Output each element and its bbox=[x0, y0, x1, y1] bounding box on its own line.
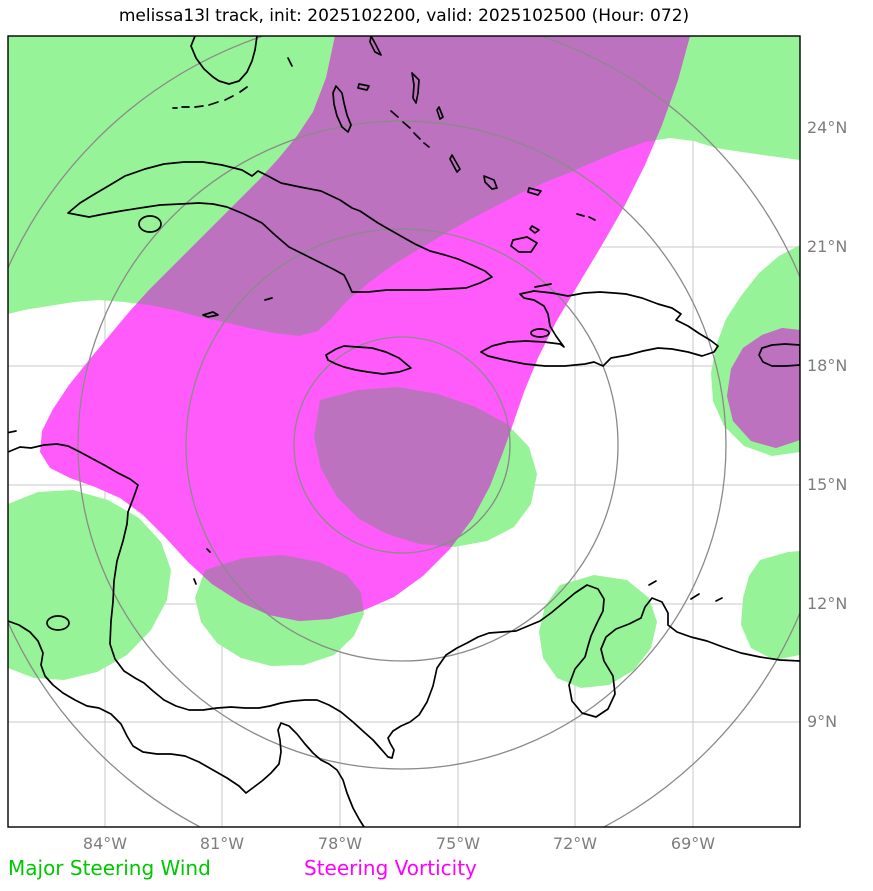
lon-tick-label: 72°W bbox=[552, 834, 598, 853]
turks-and-caicos bbox=[576, 213, 596, 221]
legend-steering-vorticity: Steering Vorticity bbox=[304, 856, 477, 880]
lat-tick-label: 9°N bbox=[807, 712, 838, 731]
pacific-coast-central-america bbox=[8, 620, 365, 827]
figure-title: melissa13l track, init: 2025102200, vali… bbox=[118, 6, 690, 26]
coastline-hispaniola bbox=[480, 290, 719, 367]
island-crooked-acklins bbox=[483, 175, 498, 190]
coastline-florida bbox=[190, 36, 258, 85]
island-long bbox=[449, 154, 461, 173]
island-bimini bbox=[287, 57, 293, 67]
island-eleuthera bbox=[411, 72, 420, 104]
island-new-providence bbox=[357, 83, 370, 91]
coastline-puerto-rico bbox=[758, 343, 800, 367]
lon-tick-label: 81°W bbox=[199, 834, 245, 853]
isla-de-la-juventud bbox=[138, 215, 162, 233]
lon-tick-label: 69°W bbox=[670, 834, 716, 853]
island-cat bbox=[436, 106, 444, 120]
legend-steering-wind: Major Steering Wind bbox=[8, 856, 211, 880]
island-san-andres bbox=[193, 578, 197, 585]
island-mayaguana bbox=[527, 187, 542, 196]
island-gonave bbox=[530, 328, 550, 338]
lat-tick-label: 21°N bbox=[807, 237, 848, 256]
range-rings bbox=[8, 36, 800, 827]
island-great-inagua bbox=[510, 236, 538, 253]
island-abaco bbox=[369, 36, 382, 56]
exuma-cays bbox=[390, 110, 430, 148]
lon-tick-label: 78°W bbox=[317, 834, 363, 853]
lat-tick-label: 18°N bbox=[807, 356, 848, 375]
cayman-islands bbox=[202, 297, 273, 318]
florida-keys bbox=[172, 86, 248, 109]
lon-tick-label: 84°W bbox=[82, 834, 128, 853]
lat-tick-label: 12°N bbox=[807, 594, 848, 613]
island-tortue bbox=[534, 283, 552, 288]
island-bonaire bbox=[715, 597, 723, 602]
island-little-inagua bbox=[529, 225, 540, 234]
coastline-jamaica bbox=[325, 345, 412, 375]
island-providencia bbox=[206, 548, 211, 553]
range-ring bbox=[293, 336, 511, 554]
caribbean-coast-central-america bbox=[8, 443, 800, 759]
lat-tick-label: 15°N bbox=[807, 475, 848, 494]
range-ring bbox=[185, 228, 619, 662]
coastlines bbox=[8, 36, 800, 827]
steering-wind-region bbox=[8, 490, 171, 680]
lat-tick-label: 24°N bbox=[807, 118, 848, 137]
island-roatan bbox=[8, 430, 17, 434]
coastline-cuba bbox=[67, 161, 493, 293]
island-curacao bbox=[690, 593, 700, 600]
island-andros bbox=[332, 85, 352, 133]
range-ring bbox=[77, 120, 727, 770]
steering-wind-region bbox=[539, 575, 657, 688]
lon-tick-label: 75°W bbox=[435, 834, 481, 853]
lake-nicaragua bbox=[46, 615, 70, 631]
plot-frame bbox=[7, 35, 801, 828]
steering-wind-region bbox=[741, 551, 800, 660]
island-aruba bbox=[648, 580, 657, 586]
